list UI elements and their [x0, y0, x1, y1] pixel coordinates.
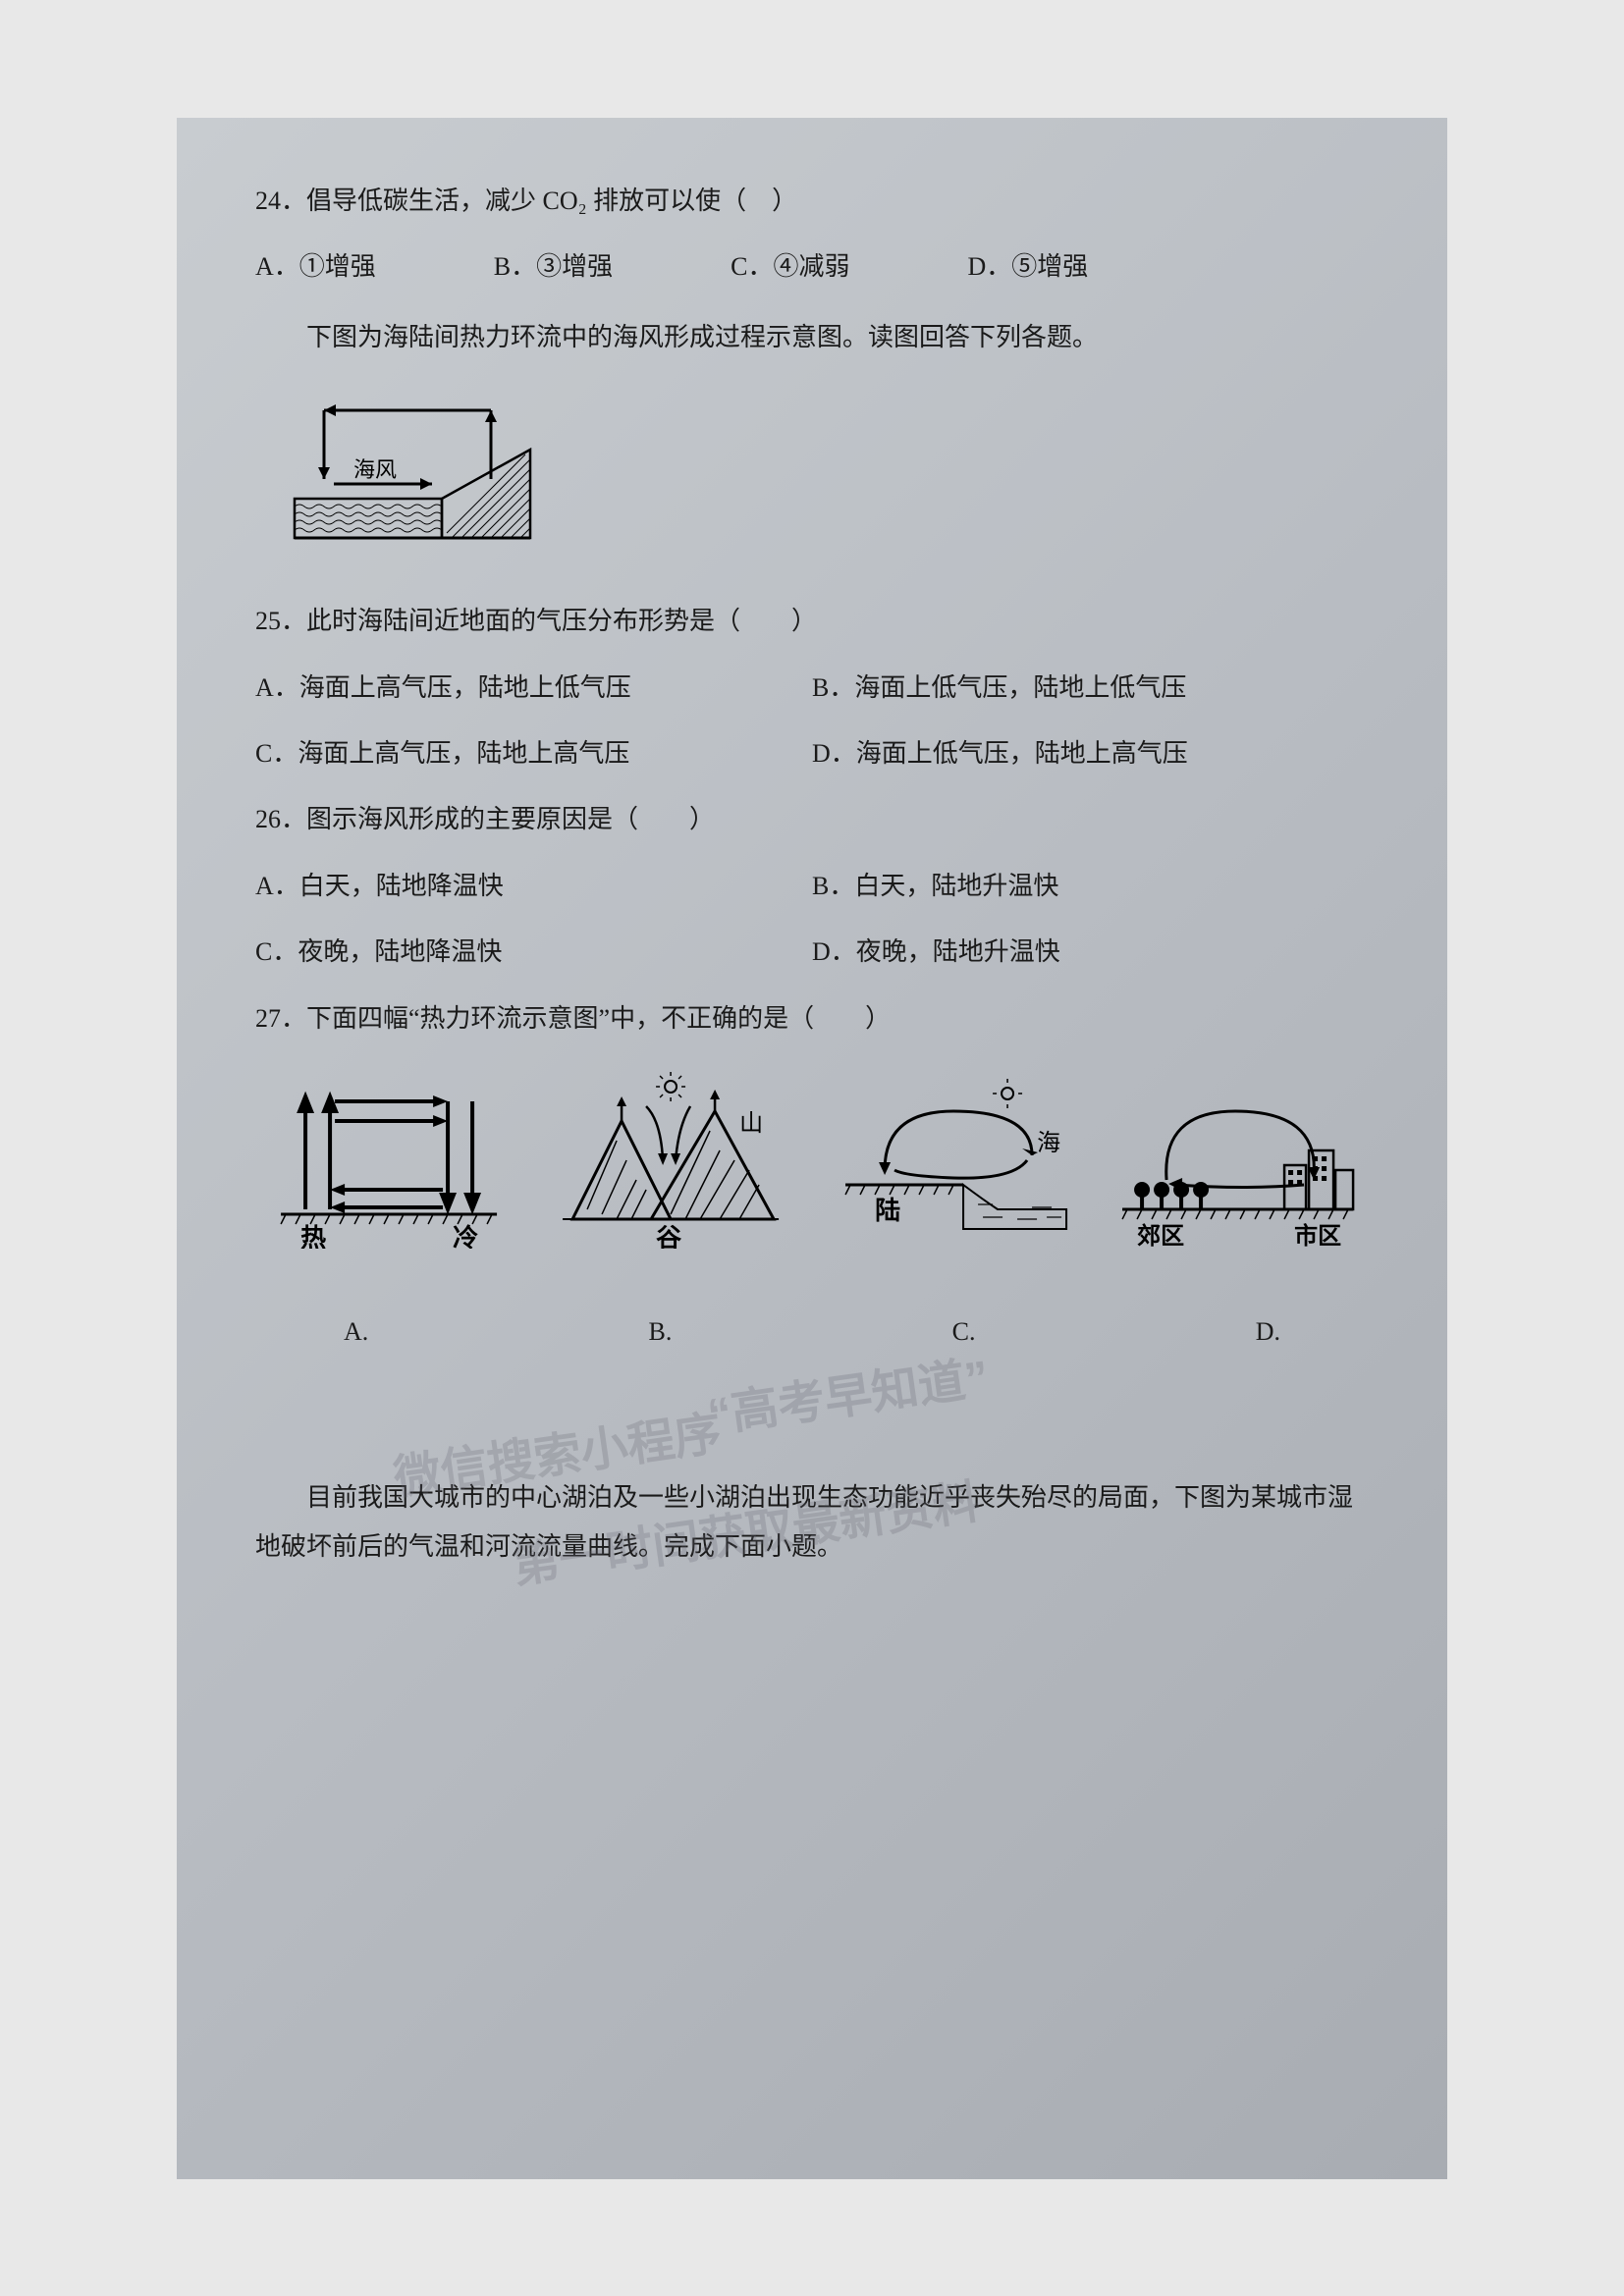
svg-text:山: 山 [739, 1110, 763, 1137]
q27-label-c: C. [952, 1308, 976, 1356]
sea-breeze-svg: 海风 [275, 391, 550, 567]
q25-option-a: A．海面上高气压，陆地上低气压 [255, 664, 812, 712]
q25-option-c: C．海面上高气压，陆地上高气压 [255, 729, 812, 777]
q25-options-row2: C．海面上高气压，陆地上高气压 D．海面上低气压，陆地上高气压 [255, 729, 1369, 777]
q27-panel-a: 热 冷 [255, 1072, 522, 1249]
final-paragraph: 目前我国大城市的中心湖泊及一些小湖泊出现生态功能近乎丧失殆尽的局面，下图为某城市… [255, 1473, 1369, 1571]
svg-text:冷: 冷 [453, 1223, 478, 1249]
q27-panel-d: 郊区 市区 [1102, 1072, 1369, 1249]
svg-text:热: 热 [300, 1224, 326, 1249]
svg-text:谷: 谷 [656, 1224, 682, 1249]
q26-option-a: A．白天，陆地降温快 [255, 862, 812, 910]
q24-option-d: D．⑤增强 [967, 242, 1088, 291]
svg-text:陆: 陆 [875, 1196, 900, 1225]
q27-label-d: D. [1256, 1308, 1280, 1356]
q25-options-row1: A．海面上高气压，陆地上低气压 B．海面上低气压，陆地上低气压 [255, 664, 1369, 712]
q27-diagrams: 热 冷 [255, 1072, 1369, 1249]
intro-text-1: 下图为海陆间热力环流中的海风形成过程示意图。读图回答下列各题。 [255, 313, 1369, 361]
q26-option-d: D．夜晚，陆地升温快 [812, 928, 1369, 976]
q27-panel-b: 山 谷 [537, 1072, 804, 1249]
paragraph-line2: 地破坏前后的气温和河流流量曲线。完成下面小题。 [255, 1522, 1369, 1571]
q24-option-a: A．①增强 [255, 242, 376, 291]
paragraph-line1: 目前我国大城市的中心湖泊及一些小湖泊出现生态功能近乎丧失殆尽的局面，下图为某城市… [255, 1473, 1369, 1522]
q27-panel-c: 海 陆 [820, 1072, 1087, 1249]
q26-option-c: C．夜晚，陆地降温快 [255, 928, 812, 976]
q24-prompt: 24．倡导低碳生活，减少 CO₂ 排放可以使（ ） [255, 177, 1369, 225]
q24-option-b: B．③增强 [494, 242, 613, 291]
q26-option-b: B．白天，陆地升温快 [812, 862, 1369, 910]
svg-text:海: 海 [1037, 1130, 1060, 1156]
q24-option-c: C．④减弱 [731, 242, 849, 291]
q25-option-b: B．海面上低气压，陆地上低气压 [812, 664, 1369, 712]
q27-panel-labels: A. B. C. D. [255, 1308, 1369, 1356]
q25-prompt: 25．此时海陆间近地面的气压分布形势是（ ） [255, 597, 1369, 645]
q27-label-a: A. [344, 1308, 368, 1356]
sea-breeze-diagram: 海风 [275, 391, 550, 567]
svg-text:市区: 市区 [1294, 1222, 1341, 1249]
q27-label-b: B. [649, 1308, 673, 1356]
q24-options: A．①增强 B．③增强 C．④减弱 D．⑤增强 [255, 242, 1369, 291]
q26-prompt: 26．图示海风形成的主要原因是（ ） [255, 795, 1369, 843]
svg-text:郊区: 郊区 [1137, 1223, 1184, 1249]
q26-options-row2: C．夜晚，陆地降温快 D．夜晚，陆地升温快 [255, 928, 1369, 976]
sea-breeze-label: 海风 [353, 457, 397, 482]
q25-option-d: D．海面上低气压，陆地上高气压 [812, 729, 1369, 777]
q27-prompt: 27．下面四幅“热力环流示意图”中，不正确的是（ ） [255, 994, 1369, 1042]
exam-page: 24．倡导低碳生活，减少 CO₂ 排放可以使（ ） A．①增强 B．③增强 C．… [177, 118, 1447, 2179]
q26-options-row1: A．白天，陆地降温快 B．白天，陆地升温快 [255, 862, 1369, 910]
